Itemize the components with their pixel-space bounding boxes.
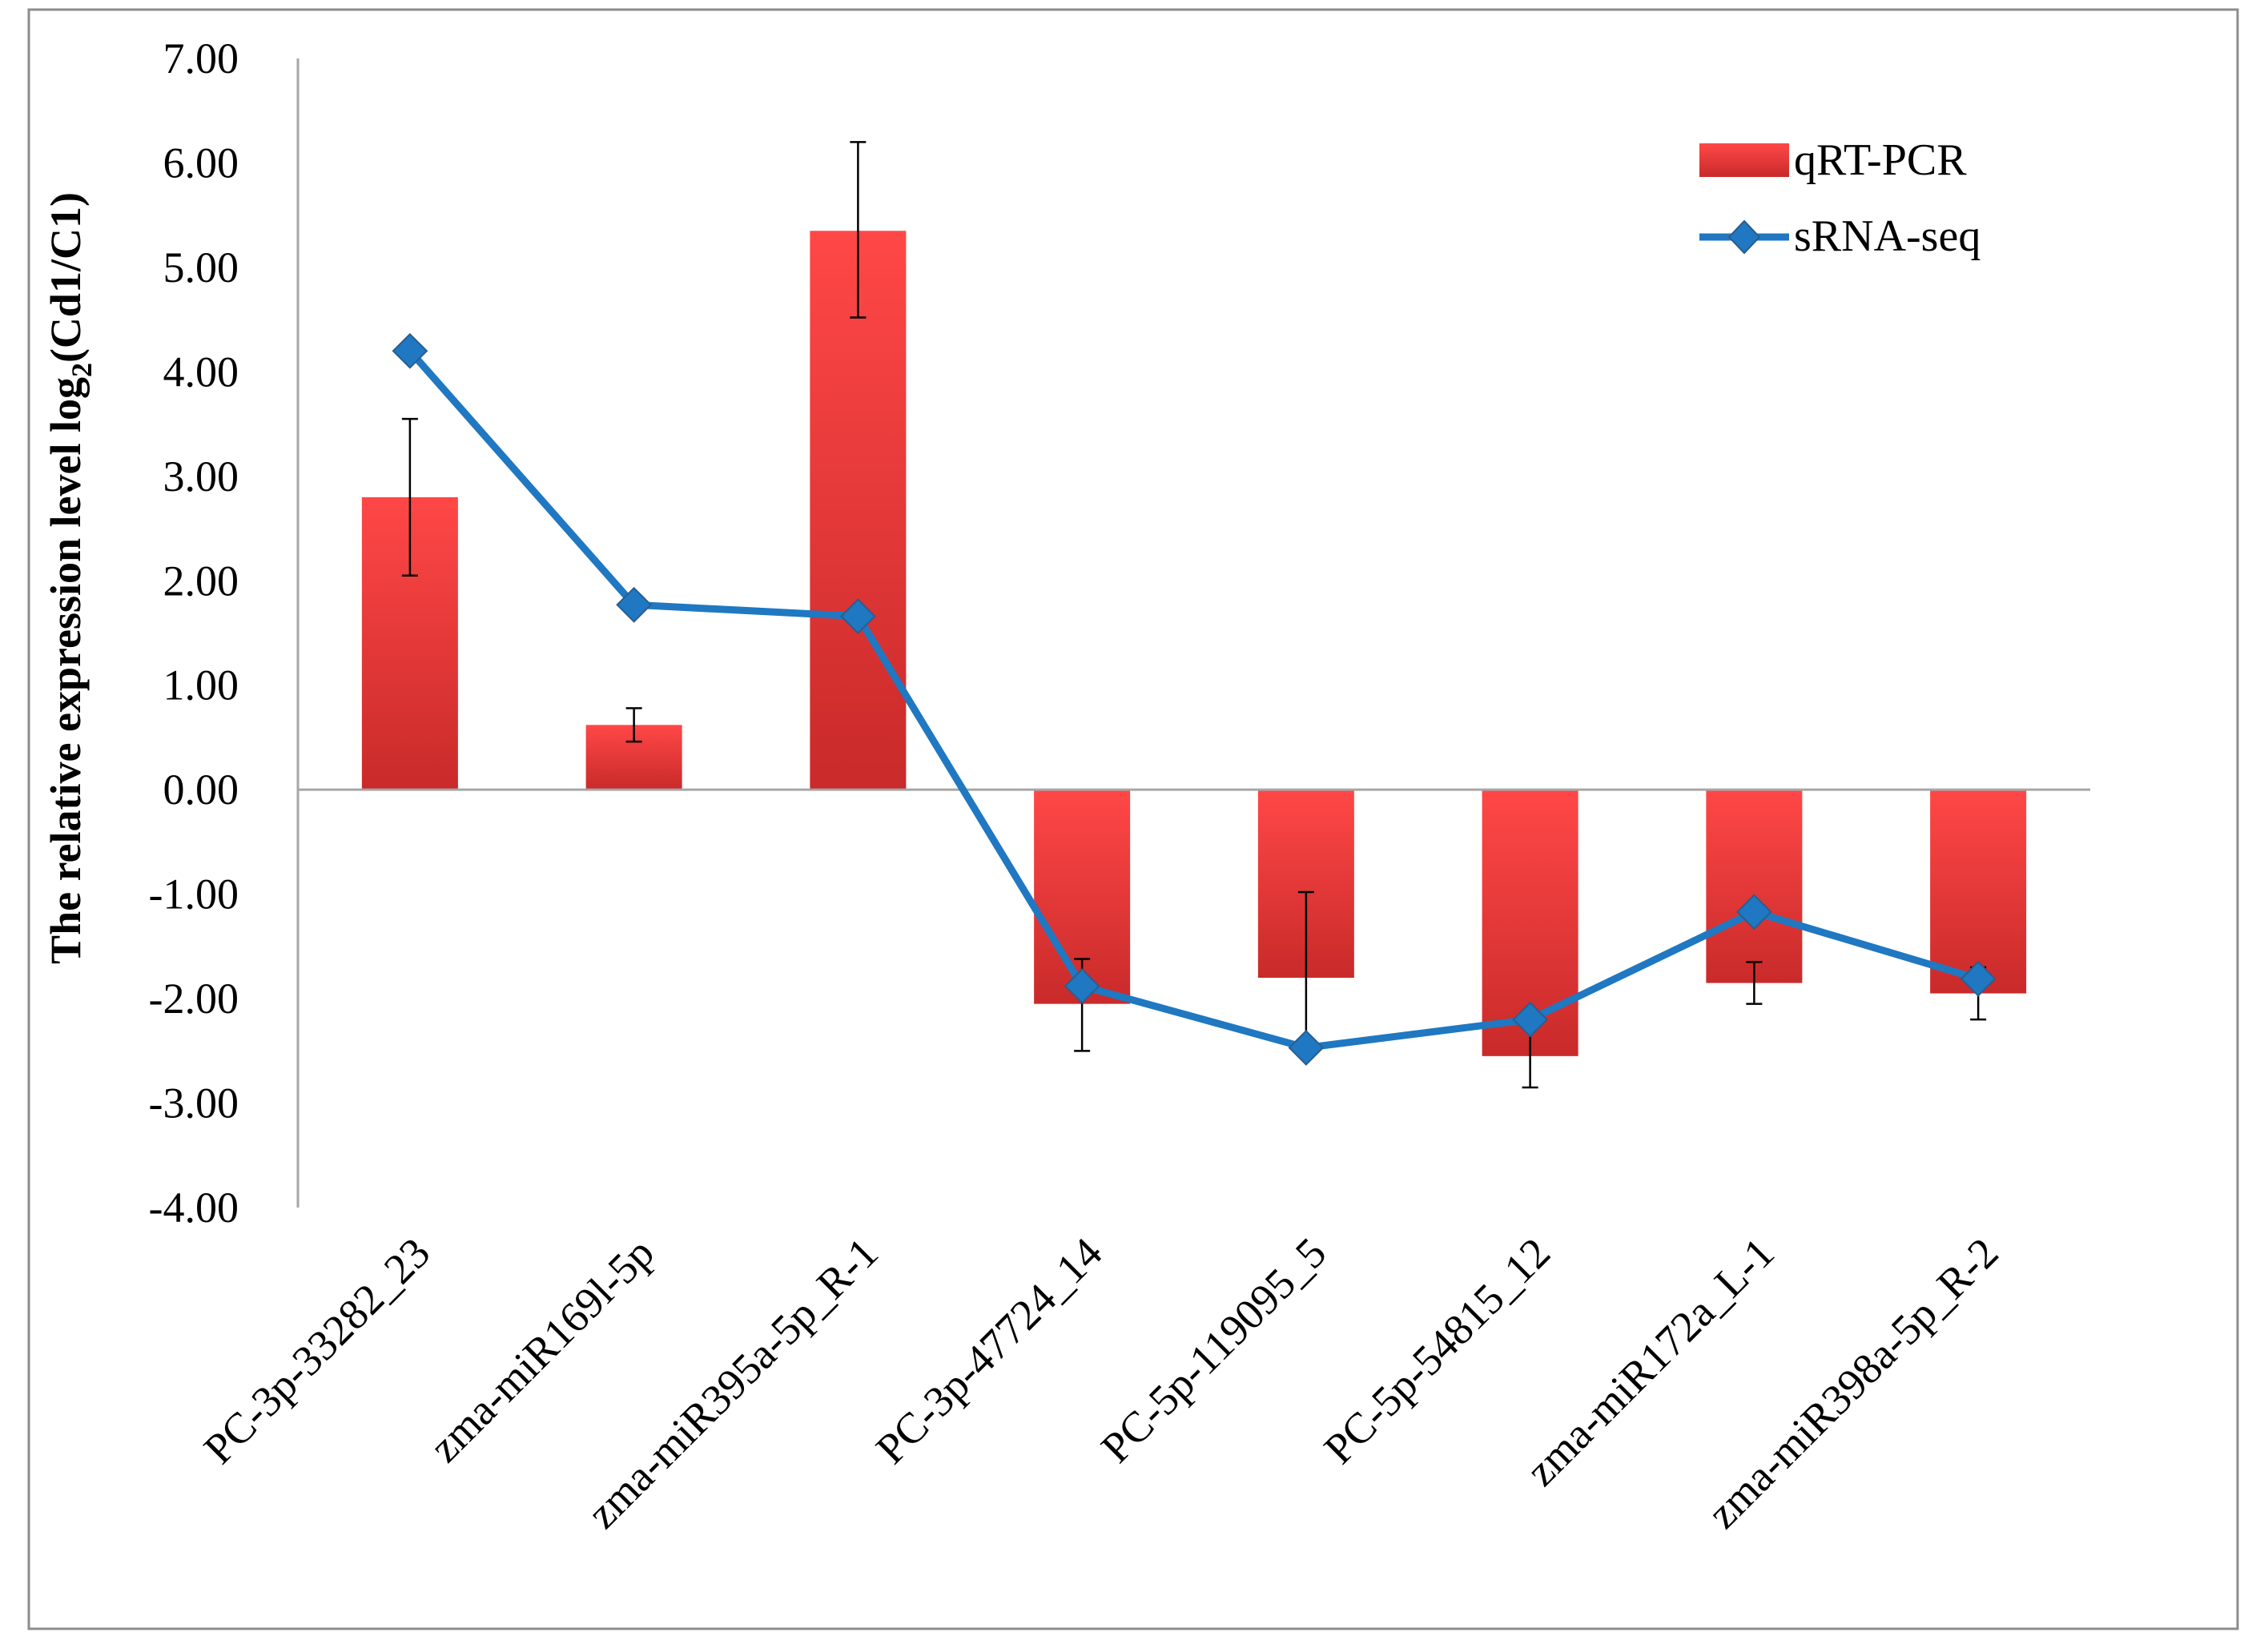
y-tick-label: -1.00 [149, 870, 239, 918]
marker-srna-seq [1288, 1029, 1325, 1066]
y-tick-label: 6.00 [163, 139, 239, 187]
legend-swatch-srna-seq-marker [1727, 219, 1761, 255]
y-tick-label: -3.00 [149, 1079, 239, 1127]
legend-label-qrt-pcr: qRT-PCR [1794, 135, 1967, 185]
y-tick-label: -2.00 [149, 975, 239, 1023]
y-axis: 7.00 6.00 5.00 4.00 3.00 2.00 1.00 0.00 -1.00 -2.… [149, 34, 300, 1232]
y-tick-label: 4.00 [163, 348, 239, 396]
y-tick-label: 3.00 [163, 452, 239, 500]
marker-srna-seq [1512, 1001, 1549, 1038]
error-bar [1746, 961, 1763, 1005]
marker-srna-seq [1064, 968, 1100, 1004]
y-tick-label: 0.00 [163, 766, 239, 814]
y-tick-label: 5.00 [163, 243, 239, 291]
y-tick-label: 7.00 [163, 34, 239, 82]
y-tick-label: 1.00 [163, 661, 239, 709]
error-bar [850, 141, 867, 319]
bar-series [361, 231, 2027, 1056]
line-series [392, 332, 1997, 1066]
y-tick-label: 2.00 [163, 557, 239, 605]
marker-srna-seq [1960, 960, 1997, 997]
chart-border [27, 8, 2239, 1630]
legend: qRT-PCR sRNA-seq [1699, 135, 1981, 261]
legend-label-srna-seq: sRNA-seq [1794, 211, 1981, 261]
marker-srna-seq [839, 598, 876, 635]
legend-swatch-qrt-pcr [1699, 143, 1789, 177]
error-bar [401, 417, 418, 577]
bar-qrt-pcr [810, 231, 907, 790]
marker-srna-seq [392, 332, 428, 369]
y-axis-title: The relative expression level log2(Cd1/C… [42, 192, 98, 964]
marker-srna-seq [1735, 894, 1772, 931]
y-tick-label: -4.00 [149, 1184, 239, 1232]
marker-srna-seq [616, 586, 653, 623]
line-srna-seq [407, 348, 1980, 1051]
error-bar [625, 707, 642, 743]
bar-qrt-pcr [1706, 790, 1803, 983]
bar-qrt-pcr [1930, 790, 2027, 994]
